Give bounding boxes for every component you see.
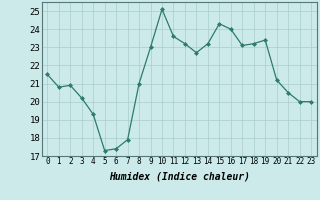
X-axis label: Humidex (Indice chaleur): Humidex (Indice chaleur): [109, 172, 250, 182]
